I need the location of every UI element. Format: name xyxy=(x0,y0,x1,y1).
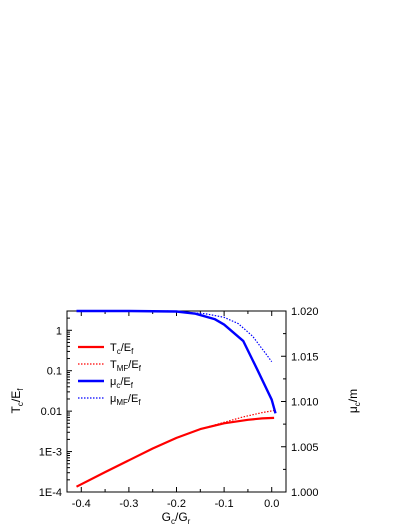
y-axis-right: 1.000 1.005 1.010 1.015 1.020 xyxy=(281,306,319,499)
legend-label-3: μMF/Ef xyxy=(110,393,141,407)
y-left-tick-label: 0.1 xyxy=(47,366,62,378)
x-tick-label: 0.0 xyxy=(264,498,279,510)
plot-area: -0.4 -0.3 -0.2 -0.1 0.0 1E-4 1E-3 0.01 0.1 1 1.0… xyxy=(9,306,362,526)
x-axis-title: Gc/Gr xyxy=(162,510,191,526)
x-tick-label: -0.3 xyxy=(119,498,138,510)
y-right-tick-label: 1.020 xyxy=(291,306,319,318)
series-line-2 xyxy=(76,309,277,414)
y-axis-right-title: μc/m xyxy=(346,389,362,413)
legend-label-2: μc/Ef xyxy=(110,376,134,390)
series-line-3 xyxy=(166,310,273,363)
x-axis: -0.4 -0.3 -0.2 -0.1 0.0 xyxy=(72,311,279,510)
x-tick-label: -0.1 xyxy=(215,498,234,510)
y-right-tick-label: 1.005 xyxy=(291,442,319,454)
y-left-tick-label: 1 xyxy=(56,325,62,337)
x-tick-label: -0.2 xyxy=(167,498,186,510)
y-right-tick-label: 1.010 xyxy=(291,397,319,409)
y-left-tick-label: 1E-4 xyxy=(39,487,62,499)
legend: Tc/Ef TMF/Ef μc/Ef μMF/Ef xyxy=(78,342,142,407)
series-layer xyxy=(75,309,277,488)
y-left-tick-label: 0.01 xyxy=(41,406,62,418)
y-right-tick-label: 1.015 xyxy=(291,351,319,363)
y-axis-left-title: Tc/Ef xyxy=(9,388,25,414)
y-right-tick-label: 1.000 xyxy=(291,487,319,499)
y-left-tick-label: 1E-3 xyxy=(39,447,62,459)
plot-frame xyxy=(66,310,287,493)
legend-label-0: Tc/Ef xyxy=(110,342,134,356)
y-axis-left: 1E-4 1E-3 0.01 0.1 1 xyxy=(39,310,72,499)
legend-label-1: TMF/Ef xyxy=(110,359,142,373)
series-line-0 xyxy=(75,416,275,488)
x-tick-label: -0.4 xyxy=(72,498,91,510)
